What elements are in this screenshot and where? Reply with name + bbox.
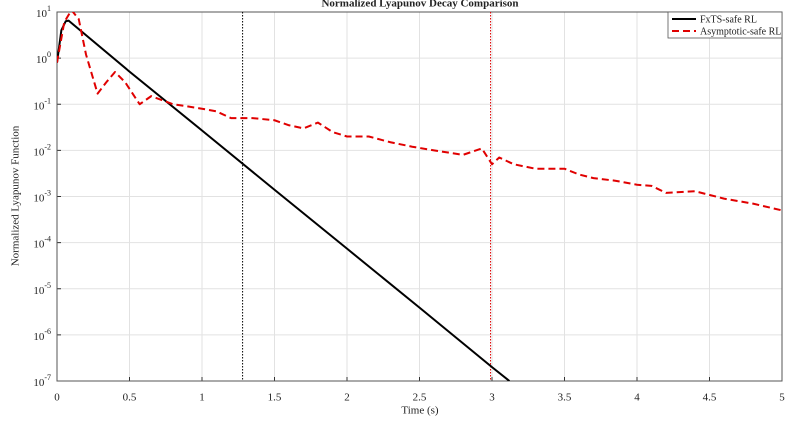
y-tick-label: 10-3 (33, 188, 51, 204)
y-tick-label: 100 (36, 50, 51, 66)
x-tick-label: 2.5 (413, 392, 427, 404)
plot-clip (57, 12, 782, 381)
y-axis-label: Normalized Lyapunov Function (10, 125, 22, 266)
y-tick-label: 10-2 (33, 142, 51, 158)
x-tick-label: 4 (634, 392, 640, 404)
y-tick-label: 10-7 (33, 373, 51, 389)
y-tick-label: 10-4 (33, 234, 51, 250)
x-tick-label: 0.5 (123, 392, 137, 404)
x-tick-label: 1 (199, 392, 205, 404)
y-tick-label: 10-1 (33, 96, 51, 112)
x-tick-label: 3 (489, 392, 495, 404)
legend-label: FxTS-safe RL (700, 14, 757, 25)
x-tick-label: 4.5 (703, 392, 717, 404)
x-tick-label: 1.5 (268, 392, 282, 404)
chart-title: Normalized Lyapunov Decay Comparison (321, 0, 518, 10)
y-tick-label: 10-6 (33, 327, 51, 343)
x-tick-label: 3.5 (558, 392, 572, 404)
x-tick-label: 0 (54, 392, 60, 404)
x-axis-label: Time (s) (401, 405, 439, 417)
legend-label: Asymptotic-safe RL (700, 26, 781, 37)
y-tick-label: 10-5 (33, 281, 51, 297)
x-tick-label: 5 (779, 392, 785, 404)
axes-frame (56, 11, 783, 382)
y-tick-label: 101 (36, 4, 51, 20)
legend-box (667, 11, 783, 39)
data-line (57, 12, 782, 212)
x-tick-label: 2 (344, 392, 350, 404)
